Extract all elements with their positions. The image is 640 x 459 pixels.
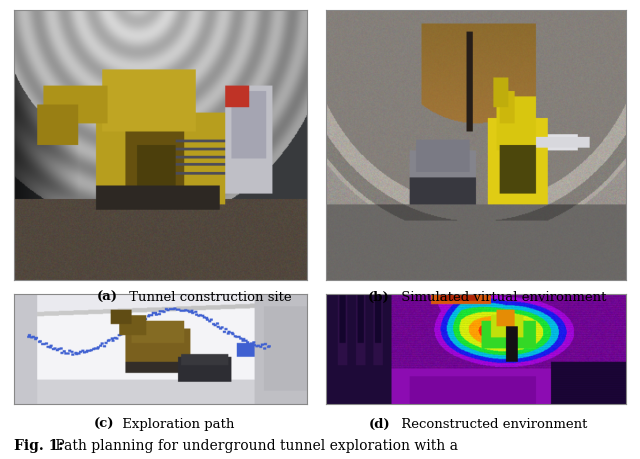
Text: (a): (a) <box>97 291 118 304</box>
Text: Reconstructed environment: Reconstructed environment <box>397 418 588 431</box>
Text: (d): (d) <box>369 418 390 431</box>
Text: (b): (b) <box>368 291 390 304</box>
Text: Fig. 1:: Fig. 1: <box>14 439 63 453</box>
Text: Simulated virtual environment: Simulated virtual environment <box>397 291 606 304</box>
Text: (c): (c) <box>94 418 115 431</box>
Text: Path planning for underground tunnel exploration with a: Path planning for underground tunnel exp… <box>51 439 458 453</box>
Text: Exploration path: Exploration path <box>118 418 235 431</box>
Text: Tunnel construction site: Tunnel construction site <box>125 291 292 304</box>
